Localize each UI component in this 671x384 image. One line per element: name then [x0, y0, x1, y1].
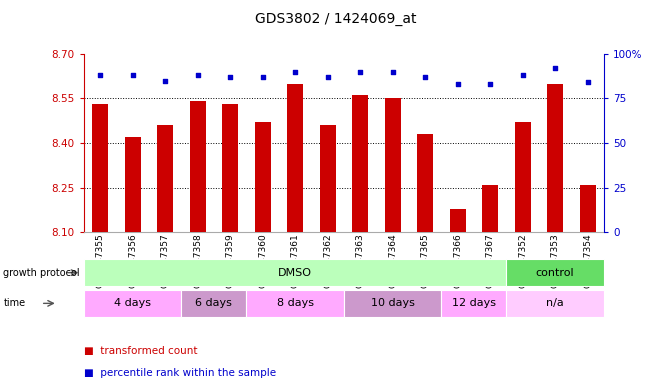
- Point: [420, 74, 431, 80]
- Text: GDS3802 / 1424069_at: GDS3802 / 1424069_at: [255, 12, 416, 25]
- Bar: [319, 125, 336, 232]
- Text: n/a: n/a: [546, 298, 564, 308]
- Text: time: time: [3, 298, 25, 308]
- Point: [517, 72, 528, 78]
- Point: [193, 72, 203, 78]
- Bar: [547, 84, 563, 232]
- Text: 12 days: 12 days: [452, 298, 496, 308]
- Point: [452, 81, 463, 87]
- Bar: [515, 122, 531, 232]
- Point: [95, 72, 105, 78]
- Text: ■  percentile rank within the sample: ■ percentile rank within the sample: [84, 368, 276, 378]
- Bar: [482, 185, 499, 232]
- Bar: [222, 104, 238, 232]
- Point: [290, 68, 301, 74]
- Text: 10 days: 10 days: [370, 298, 415, 308]
- Point: [355, 68, 366, 74]
- Bar: [352, 95, 368, 232]
- Bar: [254, 122, 271, 232]
- Bar: [92, 104, 108, 232]
- Text: ■  transformed count: ■ transformed count: [84, 346, 197, 356]
- Bar: [580, 185, 596, 232]
- Point: [127, 72, 138, 78]
- Point: [387, 68, 398, 74]
- Point: [484, 81, 495, 87]
- Text: DMSO: DMSO: [278, 268, 312, 278]
- Bar: [157, 125, 173, 232]
- Text: control: control: [536, 268, 574, 278]
- Point: [160, 78, 170, 84]
- Bar: [125, 137, 141, 232]
- Bar: [287, 84, 303, 232]
- Bar: [189, 101, 206, 232]
- Point: [257, 74, 268, 80]
- Bar: [384, 98, 401, 232]
- Text: 8 days: 8 days: [276, 298, 313, 308]
- Bar: [450, 209, 466, 232]
- Point: [550, 65, 560, 71]
- Text: growth protocol: growth protocol: [3, 268, 80, 278]
- Bar: [417, 134, 433, 232]
- Text: 6 days: 6 days: [195, 298, 232, 308]
- Text: 4 days: 4 days: [114, 298, 151, 308]
- Point: [322, 74, 333, 80]
- Point: [582, 79, 593, 85]
- Point: [225, 74, 236, 80]
